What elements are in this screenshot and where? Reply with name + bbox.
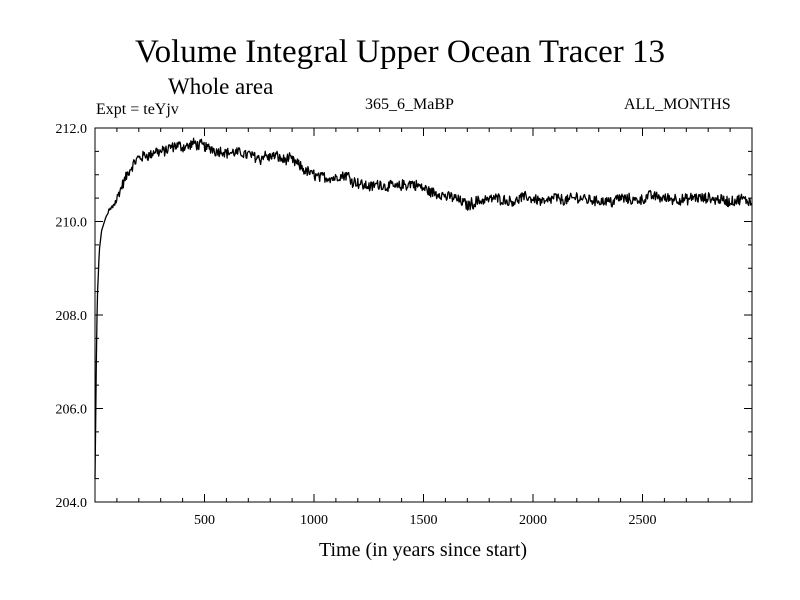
x-tick-label: 2500 — [629, 513, 657, 528]
y-tick-label: 212.0 — [56, 122, 88, 137]
run-label: 365_6_MaBP — [365, 96, 454, 113]
y-axis: 204.0 206.0 208.0 210.0 212.0 — [56, 122, 752, 511]
x-axis-label: Time (in years since start) — [319, 539, 527, 561]
series-line — [94, 137, 753, 479]
x-axis: 500 1000 1500 2000 2500 — [116, 128, 731, 528]
x-tick-label: 2000 — [519, 513, 547, 528]
chart-subtitle: Whole area — [168, 74, 274, 99]
x-tick-label: 500 — [194, 513, 215, 528]
y-tick-label: 210.0 — [56, 216, 88, 231]
chart-title: Volume Integral Upper Ocean Tracer 13 — [135, 34, 665, 70]
experiment-label: Expt = teYjv — [96, 101, 179, 118]
y-tick-label: 206.0 — [56, 403, 88, 418]
y-tick-label: 204.0 — [56, 496, 88, 511]
y-tick-label: 208.0 — [56, 309, 88, 324]
x-tick-label: 1500 — [410, 513, 438, 528]
months-label: ALL_MONTHS — [624, 96, 731, 113]
plot-frame — [94, 127, 753, 503]
x-tick-label: 1000 — [300, 513, 328, 528]
